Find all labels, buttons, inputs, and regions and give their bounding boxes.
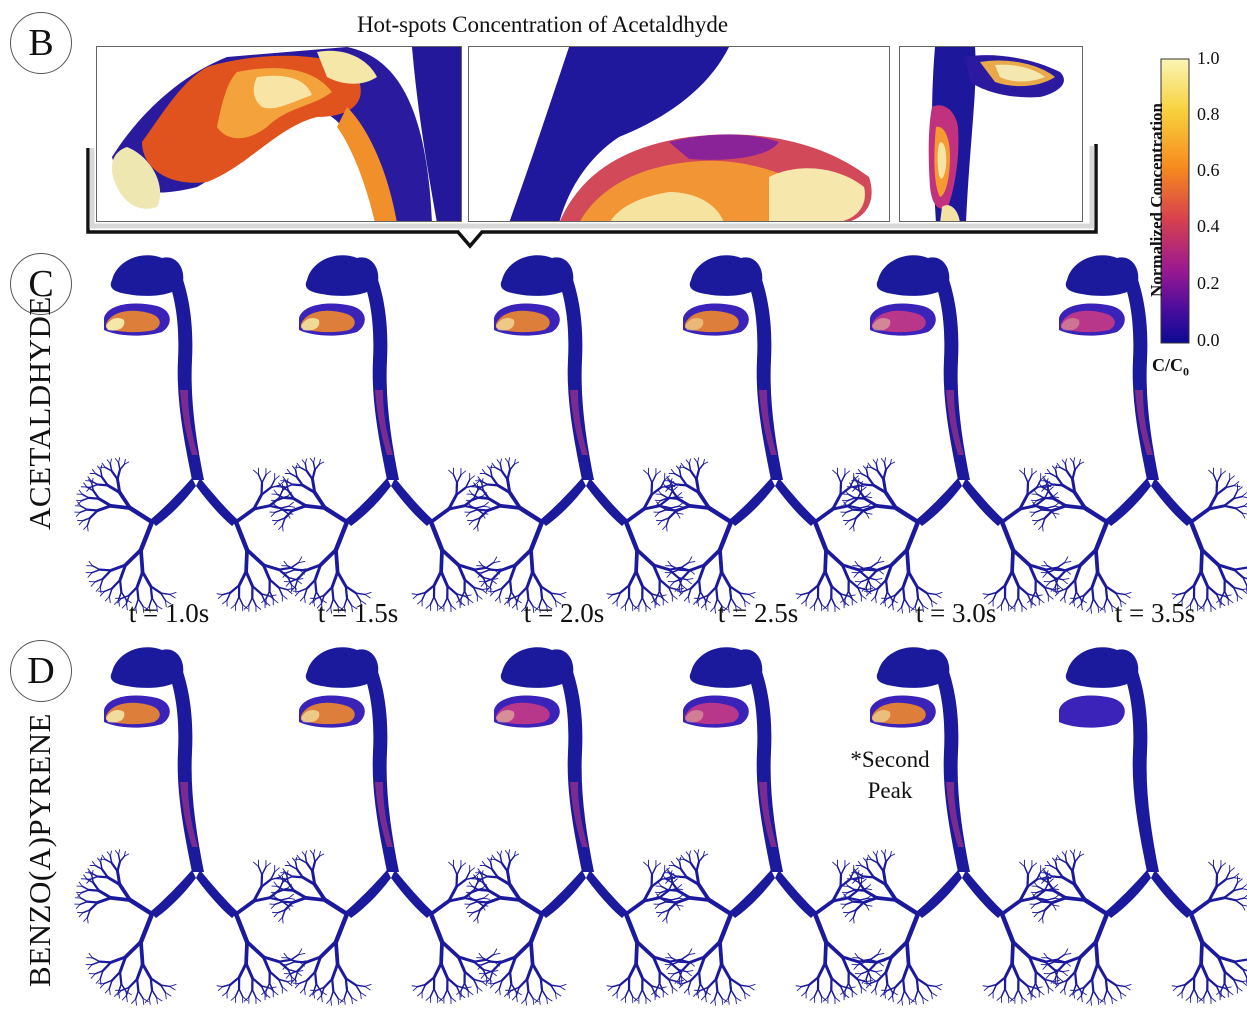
row-label-acetaldehyde: ACETALDHYDE bbox=[22, 296, 57, 530]
acetaldehyde-airway-render-6 bbox=[1029, 255, 1247, 614]
panel-label-d: D bbox=[10, 640, 72, 702]
figure-title: Hot-spots Concentration of Acetaldhyde bbox=[356, 12, 729, 37]
colorbar-tick-1-0: 1.0 bbox=[1197, 48, 1220, 68]
benzopyrene-airway-render-6 bbox=[1029, 647, 1247, 1006]
second-peak-line1: *Second bbox=[850, 747, 930, 772]
benzopyrene-airway-render-3 bbox=[464, 647, 697, 1006]
time-label-5: t = 3.0s bbox=[915, 598, 997, 628]
colorbar-tick-0-2: 0.2 bbox=[1197, 273, 1220, 293]
inset-oral-cavity-center bbox=[468, 46, 890, 222]
colorbar-tick-0-8: 0.8 bbox=[1197, 104, 1220, 124]
colorbar-tick-0-4: 0.4 bbox=[1197, 216, 1220, 236]
time-label-2: t = 1.5s bbox=[317, 598, 399, 628]
second-peak-annotation: *Second Peak bbox=[835, 744, 945, 806]
panel-label-b: B bbox=[10, 12, 72, 74]
colorbar-unit-main: C/C bbox=[1152, 355, 1183, 375]
colorbar bbox=[1160, 58, 1190, 344]
benzopyrene-airway-render-1 bbox=[74, 647, 307, 1006]
panel-label-c: C bbox=[10, 253, 72, 315]
time-label-3: t = 2.0s bbox=[523, 598, 605, 628]
benzopyrene-airway-render-4 bbox=[653, 647, 886, 1006]
acetaldehyde-airway-render-3 bbox=[464, 255, 697, 614]
inset-oral-cavity-left bbox=[96, 46, 462, 222]
colorbar-unit-sub: 0 bbox=[1183, 364, 1189, 379]
acetaldehyde-airway-render-1 bbox=[74, 255, 307, 614]
panel-letter-d: D bbox=[27, 650, 55, 692]
colorbar-title: Normalized Concentration bbox=[1147, 102, 1166, 298]
second-peak-line2: Peak bbox=[867, 778, 913, 803]
panel-letter-c: C bbox=[28, 263, 54, 305]
inset-pharynx-right bbox=[899, 46, 1083, 222]
time-label-4: t = 2.5s bbox=[717, 598, 799, 628]
colorbar-tick-0-6: 0.6 bbox=[1197, 160, 1220, 180]
inset-pharynx-right-render bbox=[928, 47, 1064, 221]
time-label-1: t = 1.0s bbox=[128, 598, 210, 628]
inset-oral-cavity-left-render bbox=[111, 47, 461, 221]
colorbar-unit: C/C0 bbox=[1152, 355, 1189, 380]
inset-oral-cavity-center-render bbox=[469, 47, 889, 221]
time-label-6: t = 3.5s bbox=[1114, 598, 1196, 628]
acetaldehyde-airway-render-4 bbox=[653, 255, 886, 614]
acetaldehyde-airway-render-5 bbox=[840, 255, 1073, 614]
row-label-benzopyrene: BENZO(A)PYRENE bbox=[22, 713, 57, 987]
acetaldehyde-airway-render-2 bbox=[269, 255, 502, 614]
inset-bracket bbox=[86, 144, 1098, 249]
benzopyrene-airway-render-2 bbox=[269, 647, 502, 1006]
panel-letter-b: B bbox=[28, 22, 54, 64]
colorbar-tick-0-0: 0.0 bbox=[1197, 330, 1220, 350]
benzopyrene-airway-render-5 bbox=[840, 647, 1073, 1006]
